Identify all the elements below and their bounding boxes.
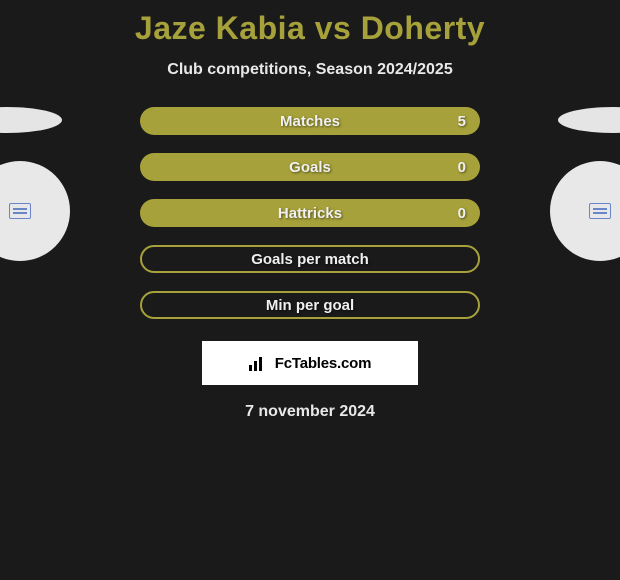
right-player-circle	[550, 161, 620, 261]
comparison-stage: Matches 5 Goals 0 Hattricks 0 Goals per …	[0, 107, 620, 421]
left-oval-decor	[0, 107, 62, 133]
bar-chart-icon	[249, 355, 269, 371]
brand-logo: FcTables.com	[249, 355, 372, 372]
stat-bars: Matches 5 Goals 0 Hattricks 0 Goals per …	[140, 107, 480, 319]
right-oval-decor	[558, 107, 620, 133]
brand-logo-box: FcTables.com	[202, 341, 418, 385]
stat-label: Hattricks	[278, 205, 342, 222]
stat-bar-matches: Matches 5	[140, 107, 480, 135]
stat-label: Matches	[280, 113, 340, 130]
stat-label: Min per goal	[266, 297, 354, 314]
stat-bar-min-per-goal: Min per goal	[140, 291, 480, 319]
stat-bar-goals: Goals 0	[140, 153, 480, 181]
placeholder-badge-icon	[589, 203, 611, 219]
stat-bar-hattricks: Hattricks 0	[140, 199, 480, 227]
stat-label: Goals per match	[251, 251, 369, 268]
stat-value: 0	[458, 159, 466, 176]
left-player-circle	[0, 161, 70, 261]
page-subtitle: Club competitions, Season 2024/2025	[0, 61, 620, 79]
stat-label: Goals	[289, 159, 331, 176]
brand-text: FcTables.com	[275, 355, 372, 372]
placeholder-badge-icon	[9, 203, 31, 219]
page-title: Jaze Kabia vs Doherty	[0, 0, 620, 47]
stat-value: 0	[458, 205, 466, 222]
stat-bar-goals-per-match: Goals per match	[140, 245, 480, 273]
footer-date: 7 november 2024	[0, 403, 620, 421]
stat-value: 5	[458, 113, 466, 130]
